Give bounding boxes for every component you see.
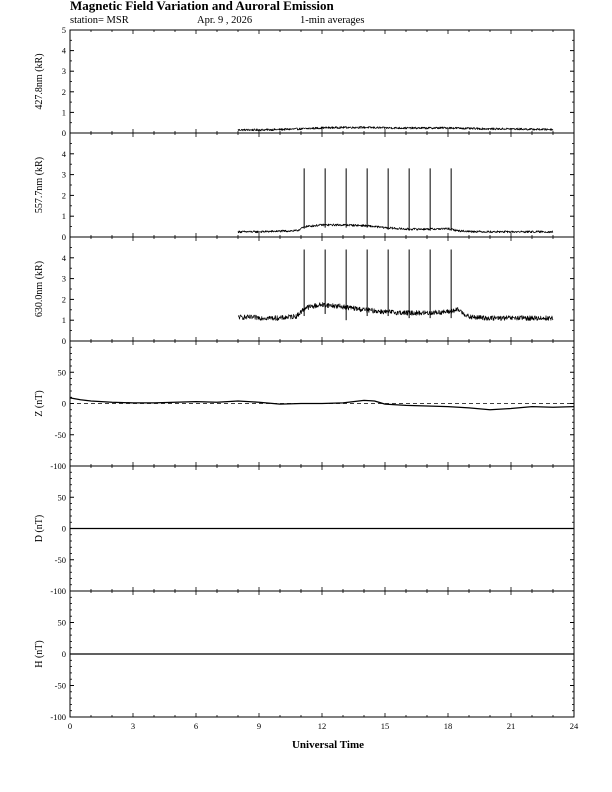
y-tick-label: 0 (62, 128, 66, 138)
y-tick-label: 2 (62, 294, 66, 304)
panel-frame (69, 29, 575, 134)
x-axis-label: Universal Time (292, 739, 364, 751)
y-tick-label: 3 (62, 170, 66, 180)
x-tick-label: 6 (194, 721, 198, 731)
x-tick-label: 24 (570, 721, 579, 731)
y-axis-label: H (nT) (34, 640, 45, 668)
y-tick-label: 50 (58, 492, 67, 502)
y-tick-label: 2 (62, 87, 66, 97)
y-tick-label: 2 (62, 190, 66, 200)
chart-title: Magnetic Field Variation and Auroral Emi… (70, 0, 335, 13)
y-axis-label: D (nT) (34, 515, 45, 543)
y-tick-label: -50 (55, 681, 66, 691)
panel-p6300: 0 1 2 3 4 630.0nm (kR) (34, 236, 575, 346)
panel-pZ: -100 -50 0 50 Z (nT) (34, 340, 575, 471)
panel-p5577: 0 1 2 3 4 557.7nm (kR) (34, 132, 575, 242)
y-tick-label: 0 (62, 524, 66, 534)
x-tick-label: 3 (131, 721, 135, 731)
y-tick-label: 3 (62, 274, 66, 284)
y-tick-label: 3 (62, 66, 66, 76)
y-tick-label: 0 (62, 649, 66, 659)
station-label: station= MSR (70, 15, 129, 26)
y-axis-label: 427.8nm (kR) (34, 53, 45, 109)
y-tick-label: 1 (62, 315, 66, 325)
y-tick-label: 0 (62, 232, 66, 242)
y-tick-label: 1 (62, 107, 66, 117)
y-tick-label: 0 (62, 336, 66, 346)
y-tick-label: -100 (50, 712, 66, 722)
y-axis-label: Z (nT) (34, 390, 45, 416)
y-axis-label: 630.0nm (kR) (34, 261, 45, 317)
averaging-label: 1-min averages (300, 15, 364, 26)
series-line-630.0nm (237, 302, 554, 321)
x-tick-label: 15 (381, 721, 390, 731)
x-tick-label: 0 (68, 721, 72, 731)
y-tick-label: 4 (62, 46, 67, 56)
panel-frame (69, 236, 575, 342)
panel-pH: -100 -50 0 50 H (nT) (34, 590, 575, 722)
series-line-427.8nm (237, 126, 554, 132)
x-tick-label: 18 (444, 721, 453, 731)
date-label: Apr. 9 , 2026 (197, 15, 252, 26)
y-tick-label: 4 (62, 253, 67, 263)
y-tick-label: 0 (62, 399, 66, 409)
panel-p4278: 0 1 2 3 4 5 427.8nm (kR) (34, 25, 575, 138)
x-tick-label: 9 (257, 721, 261, 731)
y-tick-label: -50 (55, 555, 66, 565)
y-tick-label: -100 (50, 586, 66, 596)
panel-pD: -100 -50 0 50 D (nT) (34, 465, 575, 596)
y-tick-label: -100 (50, 461, 66, 471)
y-axis-label: 557.7nm (kR) (34, 157, 45, 213)
y-tick-label: 50 (58, 618, 67, 628)
y-tick-label: 50 (58, 367, 67, 377)
series-line-Z (69, 397, 575, 411)
y-tick-label: 5 (62, 25, 66, 35)
y-tick-label: 4 (62, 149, 67, 159)
y-tick-label: -50 (55, 430, 66, 440)
x-tick-label: 12 (318, 721, 327, 731)
x-tick-label: 21 (507, 721, 516, 731)
panel-frame (69, 132, 575, 238)
series-line-557.7nm (237, 223, 554, 234)
y-tick-label: 1 (62, 211, 66, 221)
